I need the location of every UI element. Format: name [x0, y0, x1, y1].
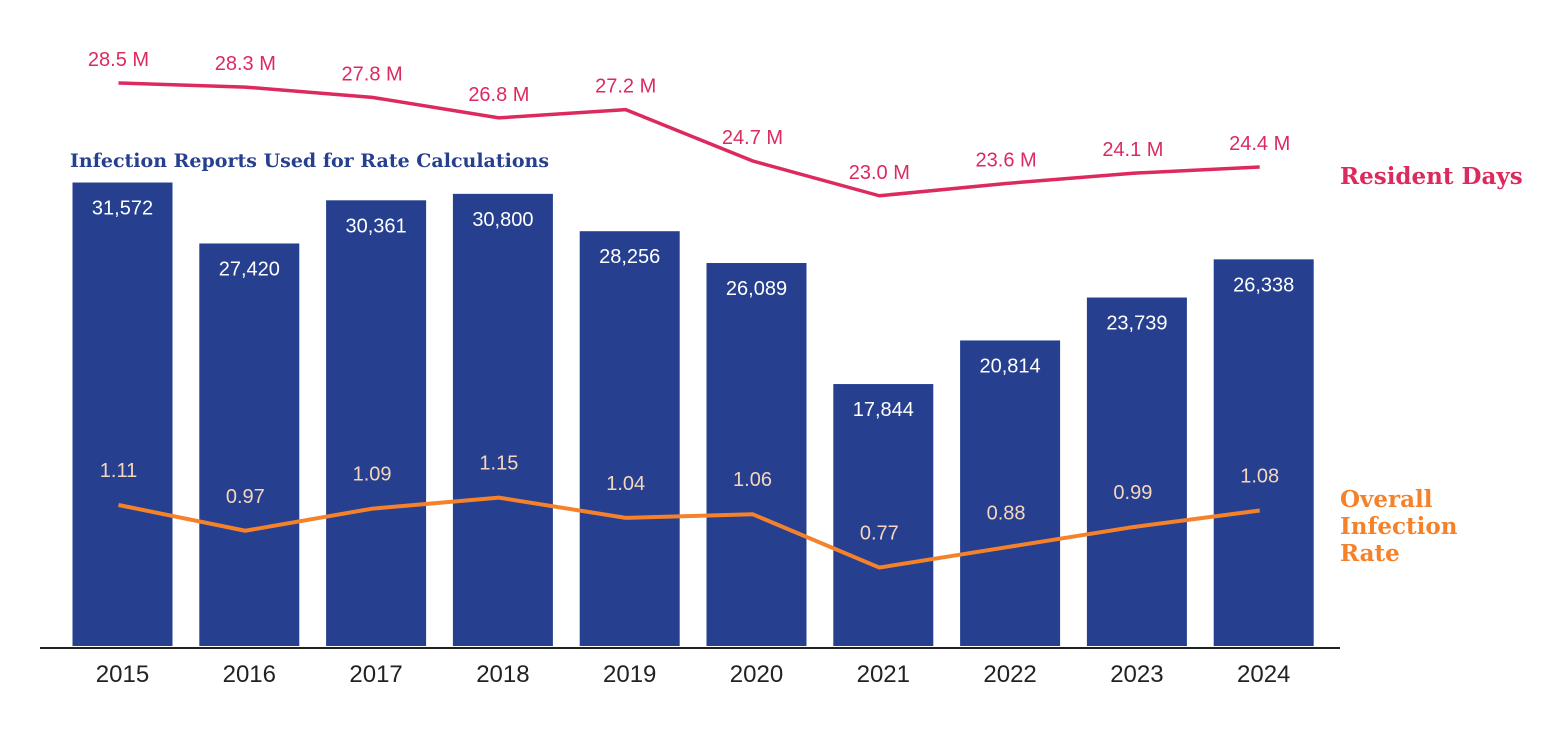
x-tick-label-2015: 2015 [96, 661, 149, 688]
bar-value-label-2021: 17,844 [853, 399, 914, 421]
bar-2015 [72, 182, 173, 646]
x-tick-label-2016: 2016 [223, 661, 276, 688]
infection-rate-label-2022: 0.88 [987, 502, 1026, 524]
infection-rate-label-2023: 0.99 [1113, 482, 1152, 504]
bar-value-label-2024: 26,338 [1233, 274, 1294, 296]
bar-value-label-2022: 20,814 [980, 355, 1041, 377]
infection-rate-legend-line: Infection [1340, 513, 1458, 540]
infection-rate-label-2017: 1.09 [353, 464, 392, 486]
days-layer: 28.5 M 28.3 M 27.8 M 26.8 M 27.2 M 24.7 M 23.0… [88, 49, 1290, 198]
bar-2020 [706, 263, 807, 646]
bar-series-title: Infection Reports Used for Rate Calculat… [70, 150, 549, 172]
infection-rate-label-2018: 1.15 [479, 453, 518, 475]
resident-days-label-2015: 28.5 M [88, 49, 149, 71]
resident-days-label-2019: 27.2 M [595, 76, 656, 98]
resident-days-legend-label: Resident Days [1340, 163, 1523, 190]
x-tick-label-2022: 2022 [983, 661, 1036, 688]
infection-rate-label-2020: 1.06 [733, 469, 772, 491]
resident-days-label-2016: 28.3 M [215, 53, 276, 75]
bar-2022 [960, 340, 1061, 646]
bar-2017 [326, 200, 427, 646]
x-tick-label-2021: 2021 [857, 661, 910, 688]
bar-labels-layer: 31,572 27,420 30,361 30,800 28,256 26,089 17,8… [92, 198, 1294, 422]
bar-value-label-2016: 27,420 [219, 258, 280, 280]
x-tick-label-2019: 2019 [603, 661, 656, 688]
resident-days-line [118, 81, 1260, 198]
bar-2019 [579, 231, 680, 647]
resident-days-label-2021: 23.0 M [849, 162, 910, 184]
resident-days-label-2017: 27.8 M [342, 63, 403, 85]
rate-layer: 1.11 0.97 1.09 1.15 1.04 1.06 0.77 0.88 0.99 1.08 [100, 453, 1279, 570]
bar-value-label-2020: 26,089 [726, 278, 787, 300]
bar-2023 [1086, 297, 1187, 646]
x-tick-label-2017: 2017 [349, 661, 402, 688]
resident-days-label-2022: 23.6 M [976, 149, 1037, 171]
x-tick-label-2023: 2023 [1110, 661, 1163, 688]
infection-rate-legend-line: Rate [1340, 540, 1400, 567]
infection-rate-label-2015: 1.11 [100, 460, 137, 482]
x-tick-label-2024: 2024 [1237, 661, 1290, 688]
infection-rate-line [118, 495, 1260, 570]
infection-rate-label-2019: 1.04 [606, 473, 645, 495]
bar-value-label-2017: 30,361 [346, 215, 407, 237]
infection-rate-label-2016: 0.97 [226, 486, 265, 508]
infection-rate-legend-line: Overall [1340, 486, 1433, 513]
bar-value-label-2015: 31,572 [92, 198, 153, 220]
resident-days-label-2018: 26.8 M [468, 84, 529, 106]
resident-days-label-2023: 24.1 M [1102, 139, 1163, 161]
bar-2018 [452, 193, 553, 646]
resident-days-label-2020: 24.7 M [722, 127, 783, 149]
infection-rate-label-2024: 1.08 [1240, 466, 1279, 488]
bar-2016 [199, 243, 300, 646]
resident-days-label-2024: 24.4 M [1229, 133, 1290, 155]
infection-rate-label-2021: 0.77 [860, 523, 899, 545]
bar-2021 [833, 384, 934, 646]
bar-value-label-2019: 28,256 [599, 246, 660, 268]
x-tick-label-2018: 2018 [476, 661, 529, 688]
bar-value-label-2018: 30,800 [472, 209, 533, 231]
x-tick-label-2020: 2020 [730, 661, 783, 688]
bars-layer [72, 182, 1314, 647]
bar-2024 [1213, 259, 1314, 646]
x-tick-labels: 2015 2016 2017 2018 2019 2020 2021 2022 2023 2024 [96, 661, 1291, 688]
bar-value-label-2023: 23,739 [1106, 313, 1167, 335]
